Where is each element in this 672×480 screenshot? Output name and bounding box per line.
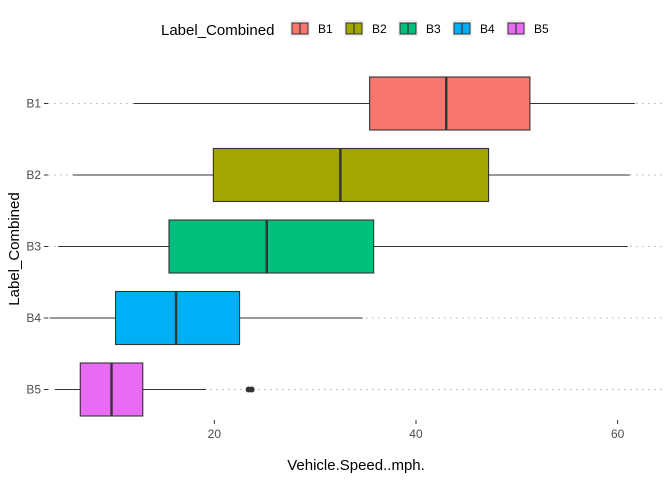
y-tick-label-b3: B3: [26, 240, 41, 254]
legend-item-b1: B1: [290, 20, 333, 37]
legend-item-b3: B3: [398, 20, 441, 37]
x-tick-label-40: 40: [409, 427, 423, 441]
legend-label-b1: B1: [318, 22, 333, 36]
x-tick-label-20: 20: [208, 427, 222, 441]
legend-title: Label_Combined: [161, 22, 274, 39]
box-b1: [369, 76, 531, 131]
legend-label-b2: B2: [372, 22, 387, 36]
y-tick-label-b4: B4: [26, 311, 41, 325]
box-b4: [114, 290, 241, 346]
y-axis: B1 B2 B3 B4 B5: [26, 97, 48, 397]
box-b2: [212, 147, 490, 203]
legend-label-b5: B5: [534, 22, 549, 36]
x-axis: 20 40 60: [208, 420, 625, 441]
legend-item-b5: B5: [506, 20, 549, 37]
legend-item-b4: B4: [452, 20, 495, 37]
legend-label-b4: B4: [480, 22, 495, 36]
y-tick-label-b2: B2: [26, 168, 41, 182]
y-tick-label-b1: B1: [26, 97, 41, 111]
x-tick-label-60: 60: [611, 427, 625, 441]
outlier-b5-2: [248, 386, 255, 393]
legend-item-b2: B2: [344, 20, 387, 37]
x-axis-title: Vehicle.Speed..mph.: [287, 457, 425, 474]
box-b3: [168, 219, 375, 274]
y-axis-title: Label_Combined: [6, 192, 23, 305]
legend: Label_Combined B1 B2 B3 B4 B5: [161, 20, 549, 39]
legend-label-b3: B3: [426, 22, 441, 36]
y-tick-label-b5: B5: [26, 383, 41, 397]
